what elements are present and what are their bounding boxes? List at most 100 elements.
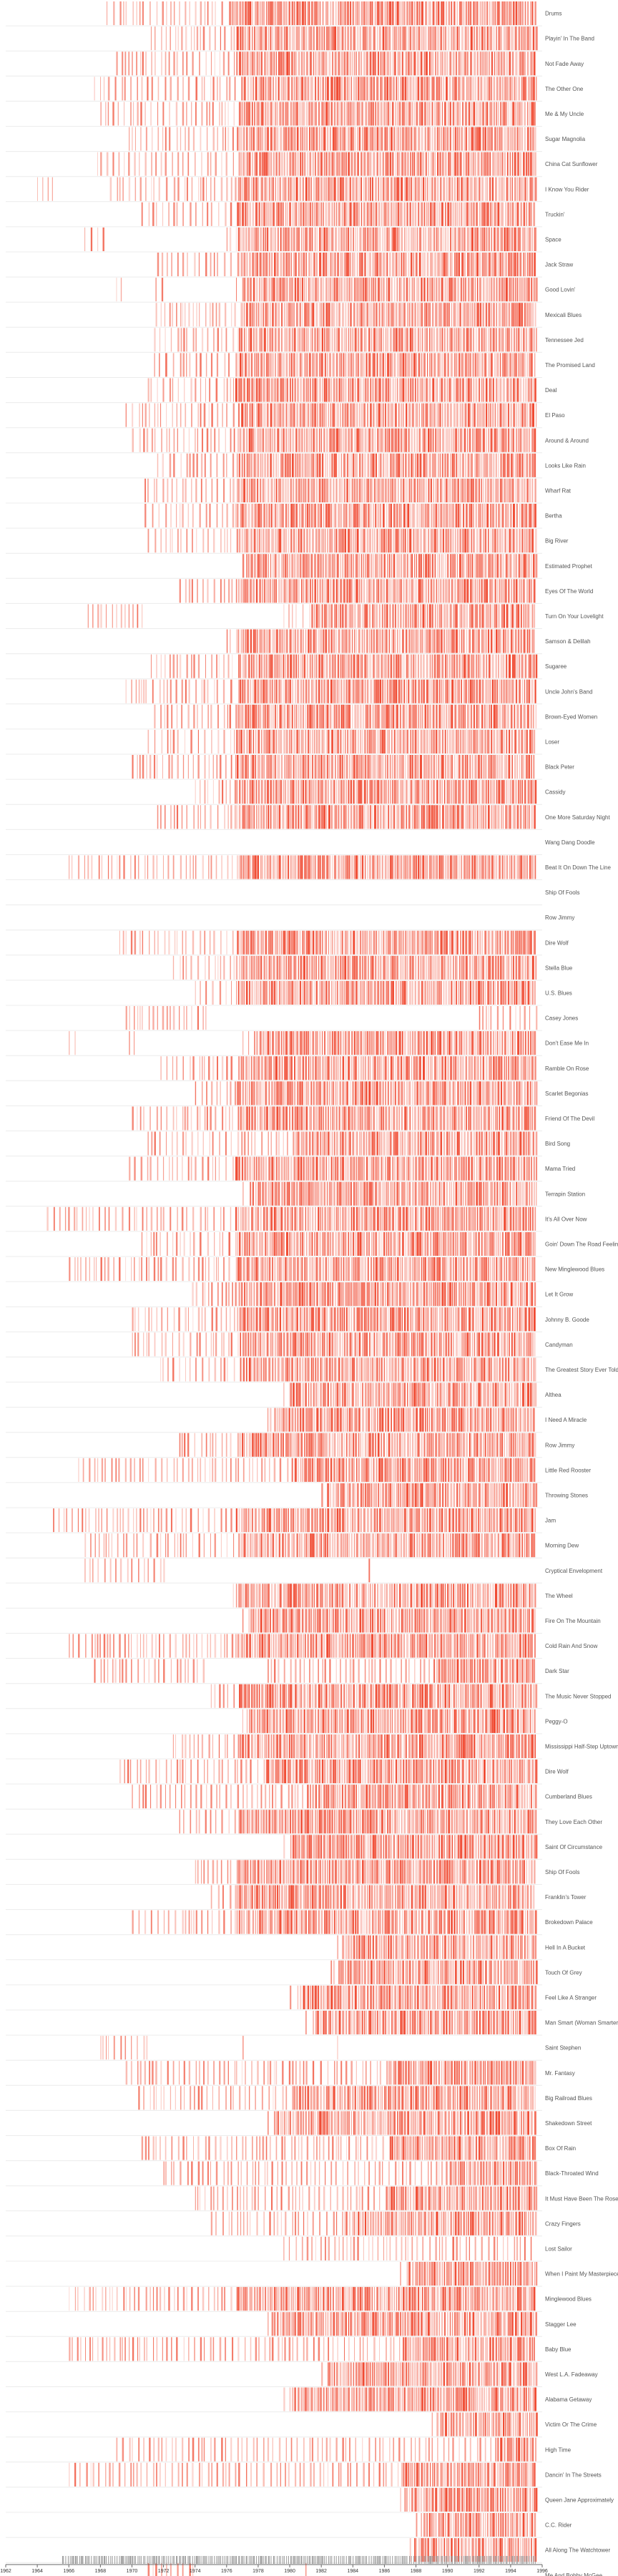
performance-mark: [348, 353, 350, 377]
performance-mark: [144, 102, 146, 126]
performance-mark: [393, 780, 396, 804]
performance-mark: [283, 679, 285, 703]
performance-mark: [268, 805, 270, 829]
performance-mark: [479, 303, 482, 327]
performance-mark: [350, 353, 352, 377]
performance-mark: [369, 77, 371, 101]
performance-mark: [431, 52, 433, 76]
performance-mark: [501, 102, 504, 126]
performance-mark: [491, 102, 493, 126]
performance-mark: [452, 202, 455, 226]
performance-mark: [518, 403, 519, 427]
performance-mark: [373, 729, 374, 753]
performance-mark: [372, 52, 375, 76]
performance-mark: [419, 629, 421, 653]
performance-mark: [350, 604, 353, 628]
performance-mark: [388, 579, 390, 603]
performance-mark: [132, 403, 134, 427]
performance-mark: [496, 303, 497, 327]
performance-mark: [455, 353, 458, 377]
performance-mark: [305, 780, 307, 804]
performance-mark: [175, 26, 177, 51]
performance-mark: [240, 26, 242, 51]
performance-mark: [272, 629, 275, 653]
performance-mark: [199, 504, 201, 528]
performance-mark: [381, 604, 383, 628]
performance-mark: [282, 504, 284, 528]
performance-mark: [340, 102, 343, 126]
performance-mark: [490, 629, 493, 653]
performance-mark: [230, 755, 232, 779]
performance-mark: [219, 102, 220, 126]
performance-mark: [386, 253, 388, 277]
performance-mark: [258, 328, 260, 352]
performance-mark: [362, 704, 364, 728]
performance-mark: [379, 729, 382, 753]
performance-mark: [325, 152, 328, 176]
performance-mark: [441, 604, 443, 628]
performance-mark: [249, 478, 250, 502]
performance-mark: [460, 278, 463, 302]
performance-mark: [308, 1, 310, 26]
performance-mark: [105, 102, 107, 126]
performance-mark: [192, 328, 195, 352]
performance-mark: [429, 177, 431, 201]
performance-mark: [447, 102, 449, 126]
performance-mark: [416, 478, 418, 502]
performance-mark: [463, 1, 465, 26]
performance-mark: [395, 654, 398, 678]
performance-mark: [320, 202, 323, 226]
performance-mark: [195, 328, 197, 352]
performance-mark: [443, 378, 446, 402]
performance-mark: [420, 152, 422, 176]
performance-mark: [154, 52, 156, 76]
performance-mark: [531, 52, 533, 76]
performance-mark: [423, 52, 426, 76]
performance-mark: [409, 1, 411, 26]
performance-mark: [451, 704, 453, 728]
performance-mark: [334, 177, 336, 201]
performance-mark: [325, 478, 327, 502]
performance-mark: [319, 579, 322, 603]
performance-mark: [182, 253, 185, 277]
performance-mark: [506, 478, 509, 502]
performance-mark: [502, 1, 504, 26]
performance-mark: [439, 102, 441, 126]
performance-mark: [280, 202, 283, 226]
performance-mark: [325, 453, 327, 477]
performance-mark: [484, 253, 486, 277]
performance-mark: [493, 453, 495, 477]
performance-mark: [385, 353, 386, 377]
performance-mark: [520, 353, 521, 377]
performance-mark: [186, 52, 188, 76]
performance-mark: [396, 26, 397, 51]
performance-mark: [411, 679, 413, 703]
performance-mark: [519, 253, 521, 277]
performance-mark: [451, 1, 453, 26]
performance-mark: [241, 529, 244, 553]
performance-mark: [499, 478, 501, 502]
performance-mark: [484, 654, 486, 678]
performance-mark: [519, 478, 521, 502]
performance-mark: [471, 654, 473, 678]
performance-mark: [190, 26, 192, 51]
performance-mark: [255, 127, 257, 151]
performance-mark: [152, 855, 154, 879]
performance-mark: [285, 504, 288, 528]
performance-mark: [274, 504, 277, 528]
performance-mark: [466, 328, 469, 352]
performance-mark: [431, 654, 433, 678]
performance-mark: [419, 780, 421, 804]
performance-mark: [229, 780, 231, 804]
performance-mark: [377, 227, 378, 251]
performance-mark: [291, 554, 293, 578]
performance-mark: [499, 428, 501, 452]
performance-mark: [482, 127, 485, 151]
performance-mark: [427, 629, 428, 653]
performance-mark: [169, 453, 172, 477]
performance-mark: [314, 504, 317, 528]
performance-mark: [478, 780, 481, 804]
performance-mark: [308, 805, 309, 829]
performance-mark: [250, 805, 252, 829]
performance-mark: [320, 26, 323, 51]
